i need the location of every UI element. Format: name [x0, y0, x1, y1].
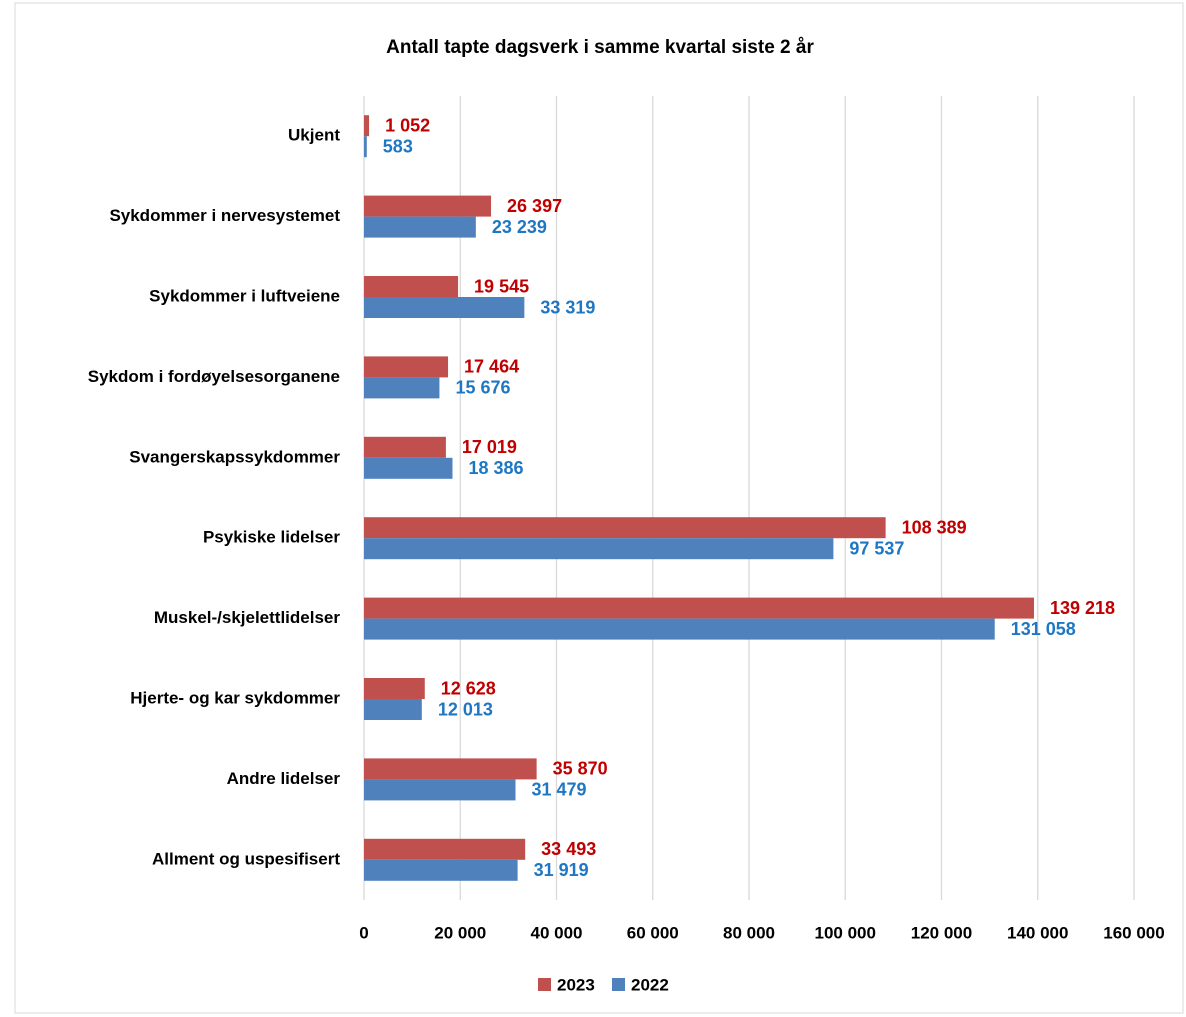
y-tick-label: Psykiske lidelser	[203, 528, 340, 547]
legend-label: 2022	[631, 975, 669, 994]
bar	[364, 517, 886, 539]
legend-swatch	[538, 978, 551, 991]
bar	[364, 597, 1034, 619]
x-tick-label: 80 000	[723, 923, 775, 942]
x-tick-label: 40 000	[531, 923, 583, 942]
data-label: 33 319	[540, 297, 595, 317]
legend-label: 2023	[557, 975, 595, 994]
x-tick-label: 140 000	[1007, 923, 1068, 942]
bar	[364, 436, 446, 458]
data-label: 33 493	[541, 839, 596, 859]
data-label: 583	[383, 136, 413, 156]
bar	[364, 457, 453, 479]
y-tick-label: Sykdommer i nervesystemet	[109, 206, 340, 225]
x-tick-label: 20 000	[434, 923, 486, 942]
data-label: 17 464	[464, 357, 519, 377]
y-tick-label: Muskel-/skjelettlidelser	[154, 608, 341, 627]
y-tick-label: Svangerskapssykdommer	[129, 447, 340, 466]
y-tick-label: Sykdommer i luftveiene	[149, 286, 340, 305]
data-label: 17 019	[462, 437, 517, 457]
bar	[364, 678, 425, 699]
x-tick-label: 120 000	[911, 923, 972, 942]
legend-swatch	[612, 978, 625, 991]
bar	[364, 859, 518, 881]
data-label: 131 058	[1011, 619, 1076, 639]
bar	[364, 276, 459, 297]
chart-title: Antall tapte dagsverk i samme kvartal si…	[386, 37, 814, 58]
data-label: 139 218	[1050, 598, 1115, 618]
bar	[364, 297, 525, 318]
data-label: 23 239	[492, 217, 547, 237]
bar	[364, 838, 526, 860]
data-label: 108 389	[902, 517, 967, 537]
bar	[364, 618, 995, 640]
bar	[364, 538, 834, 560]
data-label: 19 545	[474, 276, 529, 296]
data-label: 35 870	[553, 759, 608, 779]
data-label: 15 676	[455, 378, 510, 398]
bar	[364, 356, 449, 378]
y-tick-label: Andre lidelser	[227, 769, 341, 788]
data-label: 18 386	[468, 458, 523, 478]
x-tick-label: 100 000	[815, 923, 876, 942]
y-tick-label: Sykdom i fordøyelsesorganene	[88, 367, 340, 386]
bar	[364, 216, 476, 238]
bar	[364, 136, 367, 158]
data-label: 12 013	[438, 699, 493, 719]
y-tick-label: Hjerte- og kar sykdommer	[130, 688, 340, 707]
bar	[364, 377, 440, 399]
x-tick-label: 60 000	[627, 923, 679, 942]
data-label: 26 397	[507, 196, 562, 216]
x-tick-label: 160 000	[1103, 923, 1164, 942]
bar	[364, 758, 537, 780]
data-label: 31 479	[531, 780, 586, 800]
bar	[364, 195, 492, 217]
bar	[364, 699, 422, 720]
chart-frame	[14, 2, 1184, 1014]
bar	[364, 779, 516, 801]
y-tick-label: Ukjent	[288, 126, 340, 145]
data-label: 12 628	[441, 678, 496, 698]
data-label: 97 537	[849, 538, 904, 558]
y-tick-label: Allment og uspesifisert	[152, 849, 340, 868]
bar	[364, 115, 370, 137]
data-label: 1 052	[385, 115, 430, 135]
x-tick-label: 0	[359, 923, 368, 942]
data-label: 31 919	[534, 860, 589, 880]
